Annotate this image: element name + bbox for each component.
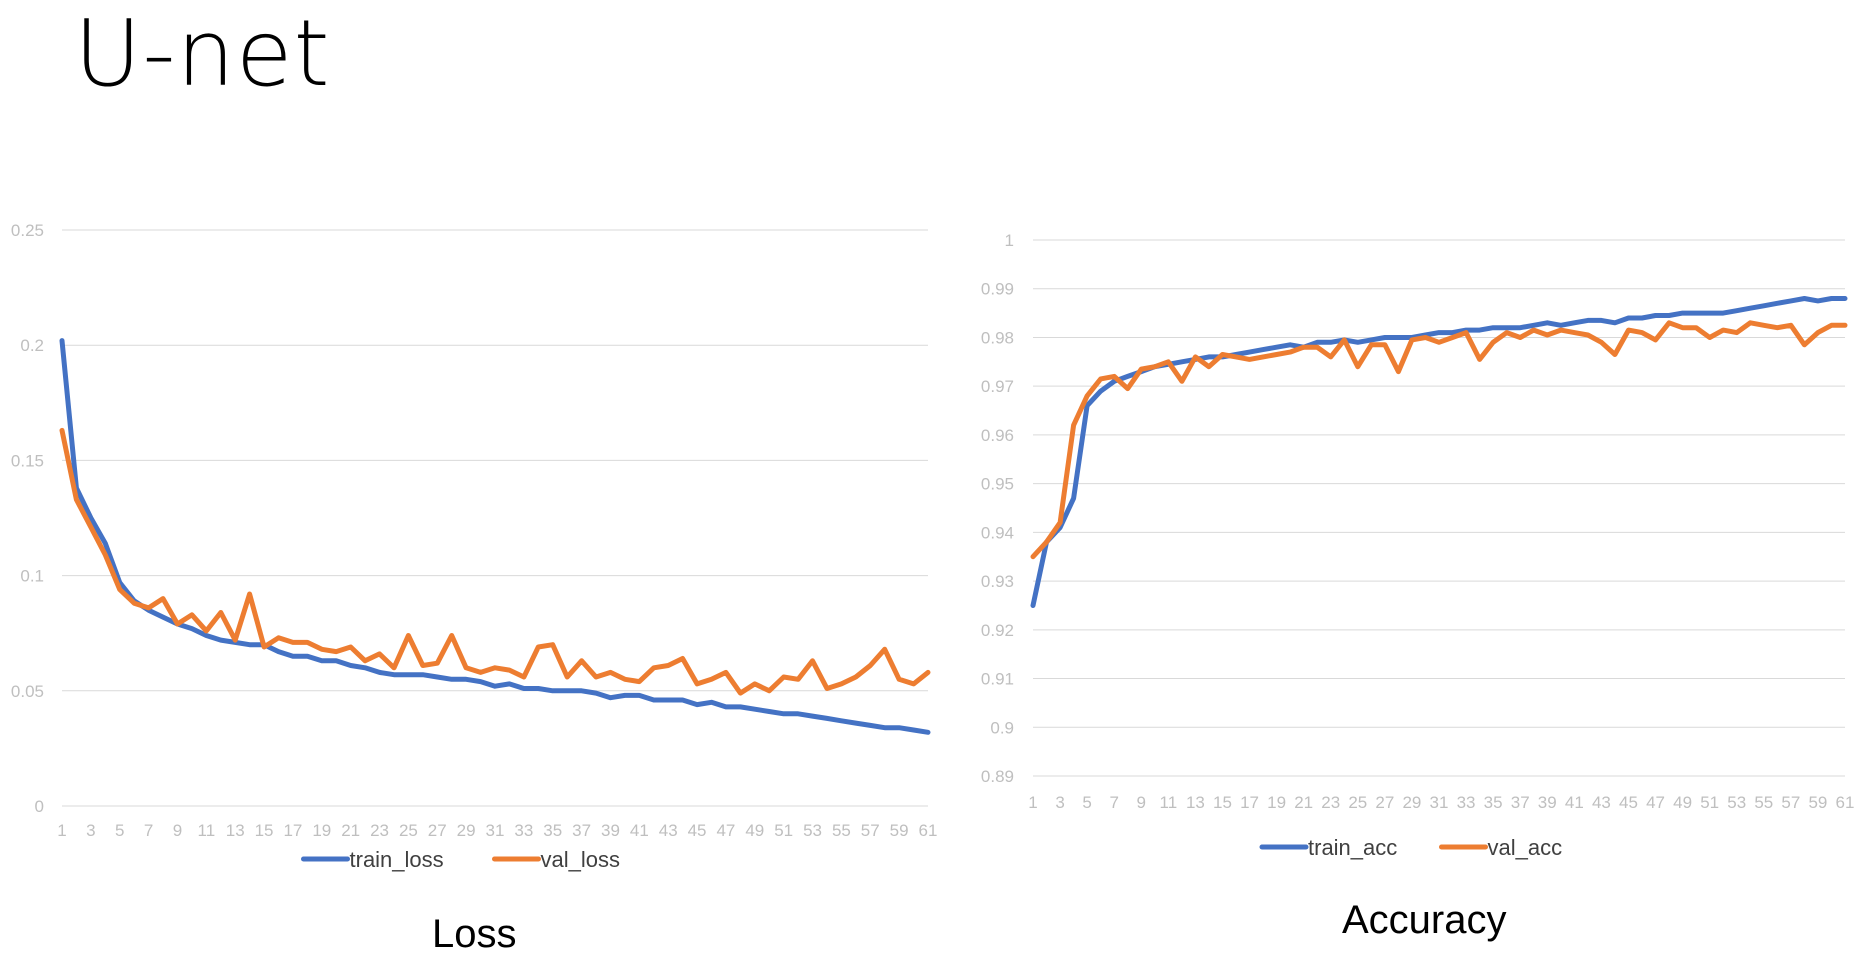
x-tick-label: 25	[399, 821, 418, 840]
legend-label-val_loss: val_loss	[541, 847, 620, 872]
x-tick-label: 53	[803, 821, 822, 840]
x-tick-label: 33	[1457, 793, 1476, 812]
x-tick-label: 39	[601, 821, 620, 840]
y-tick-label: 0.95	[981, 475, 1014, 494]
x-tick-label: 33	[514, 821, 533, 840]
series-line-val_acc	[1030, 320, 1848, 560]
accuracy-chart: 0.89 0.9 0.91 0.92 0.93 0.94 0.95 0.96 0.97 0.98 0…	[981, 231, 1855, 860]
x-tick-label: 57	[1781, 793, 1800, 812]
series-line-val_loss	[59, 427, 931, 696]
y-tick-label: 0.98	[981, 328, 1014, 347]
x-tick-label: 37	[572, 821, 591, 840]
x-tick-label: 29	[457, 821, 476, 840]
x-tick-label: 37	[1511, 793, 1530, 812]
x-tick-label: 9	[1137, 793, 1146, 812]
x-tick-label: 7	[1109, 793, 1118, 812]
y-tick-label: 0.91	[981, 670, 1014, 689]
x-tick-label: 51	[774, 821, 793, 840]
x-tick-label: 15	[255, 821, 274, 840]
x-tick-label: 57	[861, 821, 880, 840]
x-tick-label: 3	[86, 821, 95, 840]
y-tick-label: 0.99	[981, 280, 1014, 299]
x-tick-label: 49	[745, 821, 764, 840]
legend-label-train_loss: train_loss	[350, 847, 444, 872]
x-tick-label: 21	[341, 821, 360, 840]
x-tick-label: 47	[716, 821, 735, 840]
x-tick-label: 17	[283, 821, 302, 840]
x-tick-label: 19	[1267, 793, 1286, 812]
x-tick-label: 43	[1592, 793, 1611, 812]
loss-caption: Loss	[432, 912, 517, 956]
x-tick-label: 9	[173, 821, 182, 840]
x-tick-label: 23	[370, 821, 389, 840]
y-tick-label: 0.2	[20, 336, 44, 355]
x-tick-label: 45	[688, 821, 707, 840]
x-tick-label: 11	[1160, 793, 1178, 812]
y-tick-label: 1	[1005, 231, 1014, 250]
y-tick-label: 0.97	[981, 377, 1014, 396]
x-tick-label: 5	[115, 821, 124, 840]
x-tick-label: 13	[226, 821, 245, 840]
x-tick-label: 31	[486, 821, 505, 840]
x-tick-label: 55	[1754, 793, 1773, 812]
y-tick-label: 0.25	[11, 221, 44, 240]
y-tick-label: 0.92	[981, 621, 1014, 640]
x-tick-label: 3	[1055, 793, 1064, 812]
legend-label-val_acc: val_acc	[1488, 835, 1563, 860]
x-tick-label: 19	[312, 821, 331, 840]
x-tick-label: 61	[919, 821, 938, 840]
x-tick-label: 61	[1836, 793, 1855, 812]
y-tick-label: 0.94	[981, 523, 1014, 542]
x-tick-label: 27	[428, 821, 447, 840]
x-tick-label: 39	[1538, 793, 1557, 812]
x-tick-label: 59	[1808, 793, 1827, 812]
x-tick-label: 29	[1402, 793, 1421, 812]
y-tick-label: 0.15	[11, 451, 44, 470]
x-tick-label: 1	[1028, 793, 1037, 812]
x-tick-label: 13	[1186, 793, 1205, 812]
x-tick-label: 41	[630, 821, 649, 840]
x-tick-label: 49	[1673, 793, 1692, 812]
x-tick-label: 1	[57, 821, 66, 840]
y-tick-label: 0.93	[981, 572, 1014, 591]
x-tick-label: 59	[890, 821, 909, 840]
legend-label-train_acc: train_acc	[1308, 835, 1397, 860]
y-tick-label: 0.05	[11, 682, 44, 701]
x-tick-label: 47	[1646, 793, 1665, 812]
loss-chart: 00.050.10.150.20.251 3 5 7 9 11 13 15 17 19 21 23 25…	[11, 221, 938, 872]
x-tick-label: 11	[198, 821, 216, 840]
y-tick-label: 0.89	[981, 767, 1014, 786]
x-tick-label: 17	[1240, 793, 1259, 812]
x-tick-label: 5	[1082, 793, 1091, 812]
x-tick-label: 23	[1321, 793, 1340, 812]
x-tick-label: 25	[1348, 793, 1367, 812]
y-tick-label: 0.1	[20, 567, 44, 586]
x-tick-label: 15	[1213, 793, 1232, 812]
x-tick-label: 21	[1294, 793, 1313, 812]
x-tick-label: 51	[1700, 793, 1719, 812]
y-tick-label: 0	[35, 797, 44, 816]
page-title: U-net	[74, 0, 331, 107]
x-tick-label: 45	[1619, 793, 1638, 812]
x-tick-label: 43	[659, 821, 678, 840]
x-tick-label: 35	[543, 821, 562, 840]
x-tick-label: 31	[1430, 793, 1449, 812]
x-tick-label: 41	[1565, 793, 1584, 812]
x-tick-label: 7	[144, 821, 153, 840]
x-tick-label: 27	[1375, 793, 1394, 812]
x-tick-label: 53	[1727, 793, 1746, 812]
y-tick-label: 0.96	[981, 426, 1014, 445]
x-tick-label: 35	[1484, 793, 1503, 812]
series-line-train_loss	[59, 338, 931, 735]
accuracy-caption: Accuracy	[1342, 898, 1507, 942]
y-tick-label: 0.9	[990, 718, 1014, 737]
x-tick-label: 55	[832, 821, 851, 840]
